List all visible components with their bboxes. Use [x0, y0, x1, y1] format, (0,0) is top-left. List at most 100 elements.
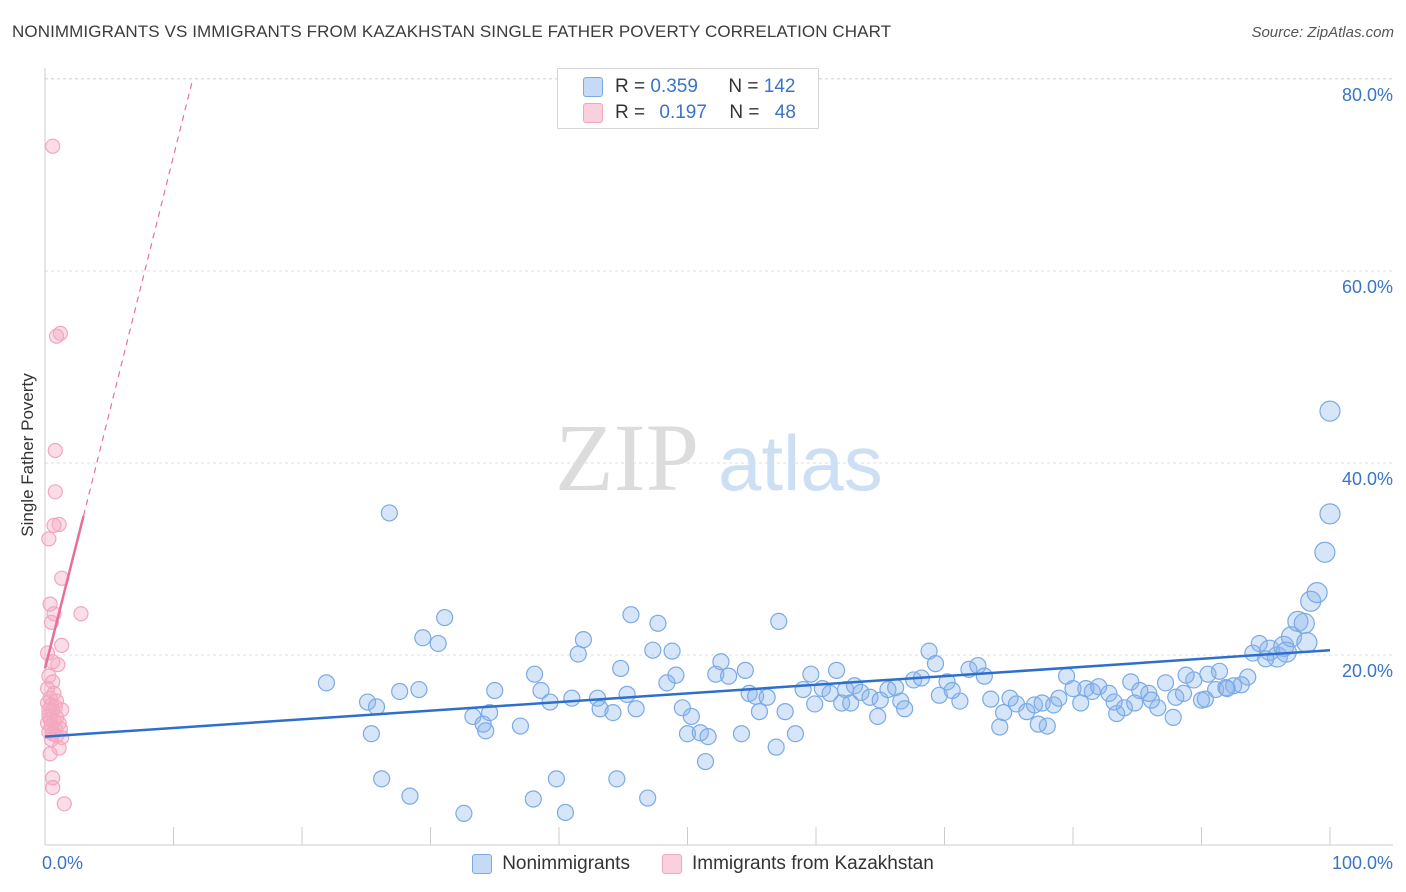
point-immigrant	[51, 516, 67, 533]
point-nonimmigrant	[732, 725, 751, 743]
point-nonimmigrant	[975, 667, 993, 685]
point-nonimmigrant	[622, 606, 640, 624]
legend-item-nonimmigrants: Nonimmigrants	[472, 853, 630, 875]
point-nonimmigrant	[486, 681, 504, 700]
point-immigrant	[56, 796, 72, 812]
point-nonimmigrant	[696, 752, 715, 771]
point-nonimmigrant	[682, 707, 700, 726]
point-immigrant	[73, 606, 89, 622]
point-nonimmigrant	[736, 661, 754, 679]
point-nonimmigrant	[1064, 679, 1082, 698]
point-nonimmigrant	[770, 612, 788, 631]
point-nonimmigrant	[1210, 662, 1229, 680]
y-tick-label: 60.0%	[1342, 277, 1393, 297]
watermark-zip: ZIP	[555, 404, 699, 511]
point-immigrant	[47, 484, 63, 500]
point-nonimmigrant	[802, 665, 820, 683]
point-nonimmigrant	[1142, 691, 1160, 709]
point-nonimmigrant	[639, 789, 657, 807]
point-nonimmigrant	[317, 674, 336, 692]
point-nonimmigrant	[1090, 678, 1108, 696]
point-nonimmigrant	[896, 700, 914, 718]
point-nonimmigrant	[930, 686, 948, 704]
point-immigrant	[48, 328, 65, 344]
point-nonimmigrant	[1319, 503, 1341, 525]
point-immigrant	[41, 531, 57, 547]
point-immigrant	[54, 637, 70, 654]
gridlines	[45, 78, 1393, 656]
point-nonimmigrant	[750, 703, 769, 721]
point-nonimmigrant	[525, 665, 544, 683]
point-nonimmigrant	[1122, 673, 1140, 691]
y-tick-label: 40.0%	[1342, 469, 1393, 489]
series-legend: Nonimmigrants Immigrants from Kazakhstan	[0, 851, 1406, 877]
point-nonimmigrant	[1001, 689, 1019, 707]
legend-row-nonimmigrants: R = 0.359 N = 142	[583, 74, 795, 100]
point-nonimmigrant	[608, 770, 626, 788]
watermark: ZIP atlas	[555, 404, 883, 511]
point-nonimmigrant	[1029, 715, 1047, 733]
point-nonimmigrant	[644, 641, 662, 659]
point-immigrant	[45, 138, 61, 154]
point-nonimmigrant	[410, 680, 428, 699]
legend-swatch-nonimmigrants	[583, 77, 603, 97]
point-nonimmigrant	[1314, 541, 1336, 563]
point-nonimmigrant	[1156, 674, 1175, 692]
r-value: 0.359	[650, 76, 698, 97]
y-axis-title: Single Father Poverty	[18, 373, 37, 537]
legend-row-immigrants: R = 0.197 N = 48	[583, 100, 796, 126]
point-immigrant	[51, 740, 67, 756]
point-immigrant	[42, 746, 58, 762]
point-nonimmigrant	[481, 703, 499, 722]
point-nonimmigrant	[1232, 676, 1250, 694]
point-nonimmigrant	[524, 790, 542, 808]
point-nonimmigrant	[612, 659, 630, 678]
legend-label-immigrants: Immigrants from Kazakhstan	[691, 853, 934, 874]
correlation-legend: R = 0.359 N = 142 R = 0.197 N = 48	[557, 68, 819, 129]
point-nonimmigrant	[1167, 688, 1185, 706]
point-nonimmigrant	[673, 699, 691, 717]
trend-line-immigrants-extension	[82, 78, 194, 516]
x-tick-label: 100.0%	[1332, 853, 1393, 873]
point-nonimmigrant	[667, 666, 685, 684]
point-nonimmigrant	[869, 707, 887, 726]
point-nonimmigrant	[699, 727, 717, 746]
source-label: Source: ZipAtlas.com	[1251, 24, 1394, 41]
r-label: R =	[615, 76, 646, 97]
series-immigrants-kazakhstan	[39, 138, 89, 812]
point-nonimmigrant	[362, 725, 380, 743]
point-nonimmigrant	[511, 717, 530, 735]
point-nonimmigrant	[938, 673, 956, 691]
point-nonimmigrant	[712, 653, 730, 671]
point-nonimmigrant	[861, 688, 879, 706]
point-nonimmigrant	[649, 614, 667, 632]
point-immigrant	[50, 656, 66, 673]
point-nonimmigrant	[1126, 694, 1144, 712]
point-nonimmigrant	[1177, 666, 1195, 684]
point-nonimmigrant	[806, 695, 824, 713]
point-nonimmigrant	[391, 682, 409, 701]
point-nonimmigrant	[663, 642, 681, 660]
n-value: 142	[763, 76, 796, 97]
point-immigrant	[47, 442, 63, 459]
point-nonimmigrant	[367, 698, 386, 716]
point-nonimmigrant	[943, 681, 961, 700]
legend-item-immigrants: Immigrants from Kazakhstan	[661, 853, 934, 875]
point-nonimmigrant	[556, 803, 575, 822]
point-nonimmigrant	[627, 700, 645, 718]
n-value: 48	[774, 102, 796, 123]
point-nonimmigrant	[842, 694, 860, 712]
point-immigrant	[46, 517, 62, 534]
point-nonimmigrant	[982, 690, 1000, 708]
point-nonimmigrant	[926, 655, 945, 673]
tick-labels: 20.0% 40.0% 60.0% 80.0% 0.0% 100.0%	[42, 85, 1393, 873]
point-nonimmigrant	[591, 700, 609, 718]
point-nonimmigrant	[827, 661, 846, 679]
chart-title: NONIMMIGRANTS VS IMMIGRANTS FROM KAZAKHS…	[12, 22, 892, 41]
point-nonimmigrant	[547, 770, 566, 788]
point-nonimmigrant	[401, 787, 419, 805]
point-nonimmigrant	[604, 703, 622, 722]
point-nonimmigrant	[380, 504, 398, 522]
point-immigrant	[45, 779, 61, 796]
point-nonimmigrant	[477, 722, 495, 740]
